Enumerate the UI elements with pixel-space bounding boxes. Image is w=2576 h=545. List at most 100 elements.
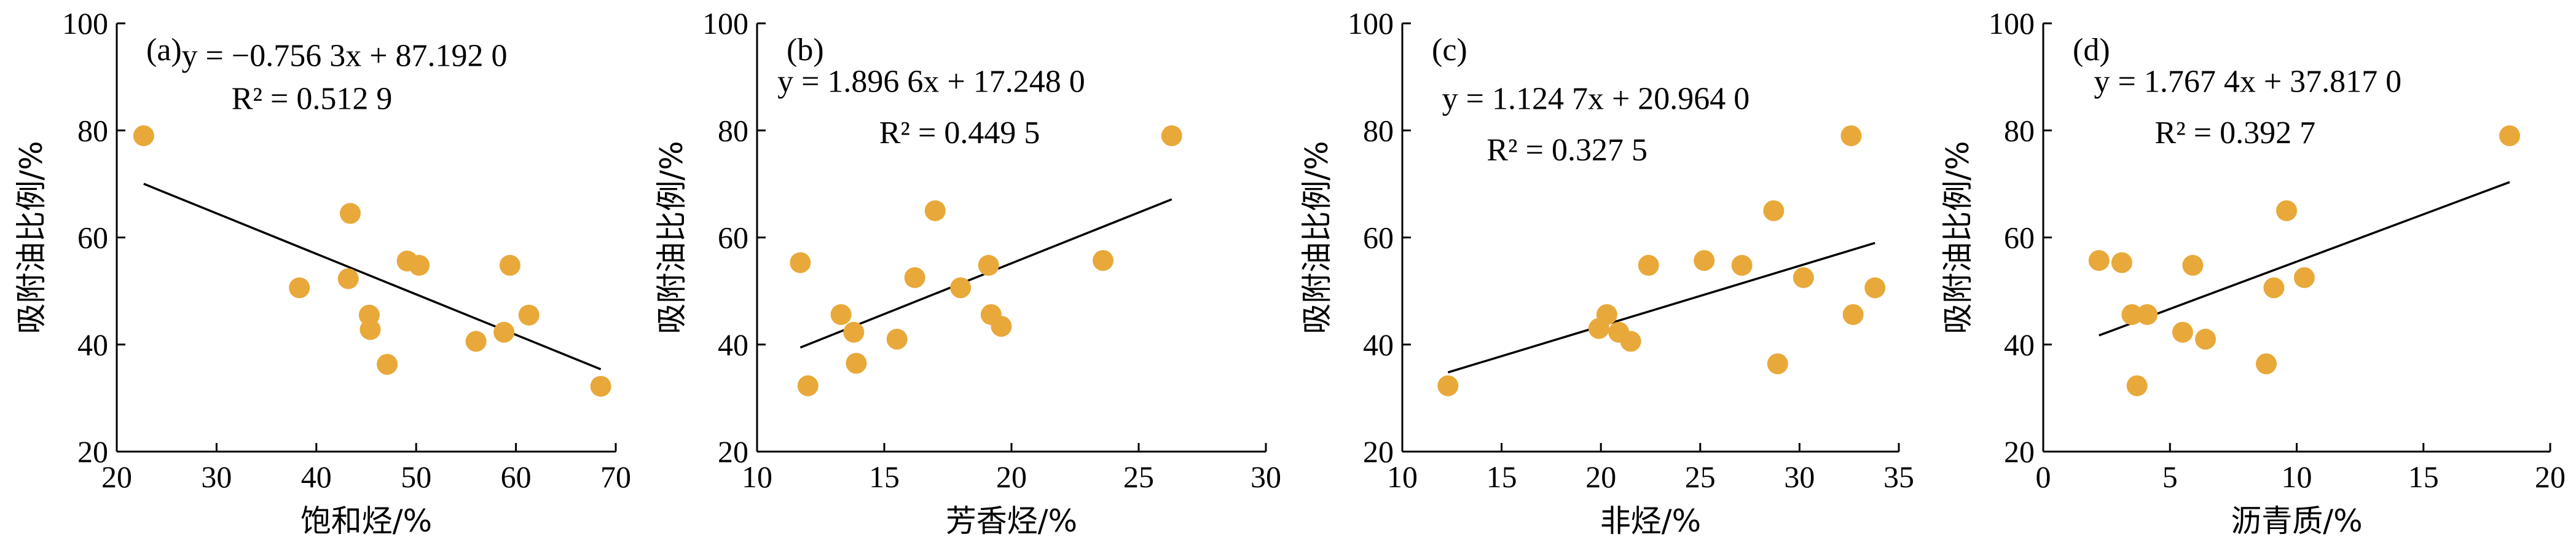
data-point [1793, 267, 1814, 288]
data-point [1864, 277, 1886, 299]
y-tick-label: 40 [2004, 327, 2035, 362]
data-point [1093, 249, 1114, 271]
data-point [2263, 277, 2285, 299]
regression-line [1447, 241, 1875, 374]
x-tick-label: 10 [742, 460, 772, 494]
x-tick-label: 35 [1883, 460, 1914, 494]
y-axis-title: 吸附油比例/% [14, 141, 49, 334]
data-point [1731, 254, 1753, 276]
panel-d: 0 5 10 15 20 20 40 60 80 100 沥青质/% 吸附油比例/% (d)y = 1.… [1940, 6, 2566, 539]
data-point [904, 267, 925, 288]
x-tick-label: 40 [301, 460, 332, 494]
data-point [2256, 353, 2277, 375]
data-point [1763, 200, 1785, 221]
data-point [978, 254, 999, 276]
y-tick-label: 60 [1363, 221, 1394, 255]
x-axis-title: 饱和烃/% [300, 503, 432, 539]
data-point [2088, 249, 2110, 271]
data-point [590, 375, 611, 397]
data-point [1842, 304, 1864, 325]
x-tick-label: 20 [2535, 460, 2566, 494]
x-tick-label: 15 [869, 460, 900, 494]
data-point [924, 200, 946, 221]
x-tick-label: 30 [1251, 460, 1281, 494]
x-tick-label: 15 [2408, 460, 2439, 494]
data-point [846, 353, 867, 374]
x-tick-label: 10 [2282, 460, 2312, 494]
x-tick-label: 70 [600, 460, 631, 494]
panel-label: (c) [1432, 33, 1467, 68]
x-tick-label: 25 [1685, 460, 1716, 494]
x-tick-label: 30 [1784, 460, 1815, 494]
y-tick-label: 100 [1348, 6, 1394, 41]
x-tick-label: 20 [101, 460, 132, 494]
x-tick-label: 10 [1387, 460, 1418, 494]
data-point [1638, 254, 1659, 276]
panel-c: 10 15 20 25 30 35 20 40 60 80 100 非烃/% 吸附油比例/% (c) y =… [1299, 6, 1914, 539]
y-tick-label: 60 [718, 221, 748, 255]
panel-a: 20 30 40 50 60 70 20 40 60 80 100 饱和烃/% 吸附油比例/% (a) y … [14, 6, 631, 539]
data-point [289, 277, 310, 299]
data-point [340, 203, 361, 224]
y-tick-label: 40 [77, 327, 108, 362]
regression-equation: y = 1.896 6x + 17.248 0 [777, 65, 1085, 100]
data-point [1596, 304, 1617, 325]
x-axis-title: 沥青质/% [2231, 503, 2362, 539]
r-squared-label: R² = 0.449 5 [879, 116, 1040, 151]
panel-b: 10 15 20 25 30 20 40 60 80 100 芳香烃/% 吸附油比例/% (b)y = … [654, 6, 1281, 539]
data-point [2172, 321, 2193, 343]
data-point [1840, 125, 1862, 146]
x-axis-title: 非烃/% [1600, 503, 1701, 539]
data-point [1437, 375, 1459, 396]
y-tick-label: 100 [62, 6, 108, 41]
data-point [2121, 304, 2143, 325]
regression-equation: y = 1.124 7x + 20.964 0 [1442, 81, 1750, 116]
x-axis-title: 芳香烃/% [946, 503, 1077, 539]
data-point [2182, 254, 2204, 276]
data-point [359, 319, 381, 340]
y-tick-label: 20 [718, 434, 748, 469]
data-point [1620, 331, 1641, 352]
data-point [2126, 375, 2148, 396]
y-tick-label: 80 [2004, 113, 2035, 147]
data-point [797, 375, 819, 396]
panel-label: (d) [2073, 33, 2110, 68]
r-squared-label: R² = 0.327 5 [1486, 133, 1647, 168]
y-tick-label: 40 [718, 327, 748, 362]
data-point [2276, 200, 2297, 221]
y-tick-label: 60 [2004, 221, 2035, 255]
y-axis-title: 吸附油比例/% [654, 141, 689, 334]
x-tick-label: 50 [401, 460, 431, 494]
x-tick-label: 30 [201, 460, 232, 494]
data-point [337, 268, 359, 289]
regression-equation: y = −0.756 3x + 87.192 0 [182, 39, 508, 74]
data-point [1767, 353, 1788, 375]
data-point [843, 321, 865, 343]
data-point [886, 329, 908, 350]
x-tick-label: 5 [2162, 460, 2178, 494]
y-tick-label: 60 [77, 221, 108, 255]
data-point [377, 353, 398, 375]
y-axis-title: 吸附油比例/% [1299, 141, 1335, 334]
data-point [2499, 125, 2520, 146]
y-tick-label: 20 [77, 434, 108, 469]
regression-equation: y = 1.767 4x + 37.817 0 [2094, 65, 2402, 100]
data-point [493, 321, 515, 343]
data-point [2111, 252, 2132, 273]
y-axis-title: 吸附油比例/% [1940, 141, 1976, 334]
data-point [830, 304, 852, 325]
regression-line [2099, 181, 2510, 337]
data-point [133, 125, 154, 146]
y-tick-label: 20 [2004, 434, 2035, 469]
y-tick-label: 100 [702, 6, 748, 41]
regression-line [143, 182, 602, 371]
data-point [991, 316, 1012, 337]
data-point [499, 254, 520, 276]
x-tick-label: 25 [1123, 460, 1154, 494]
panel-label: (a) [146, 33, 182, 68]
data-point [2137, 304, 2158, 325]
panel-label: (b) [787, 33, 824, 68]
data-point [2293, 267, 2315, 288]
y-tick-label: 80 [1363, 113, 1394, 147]
